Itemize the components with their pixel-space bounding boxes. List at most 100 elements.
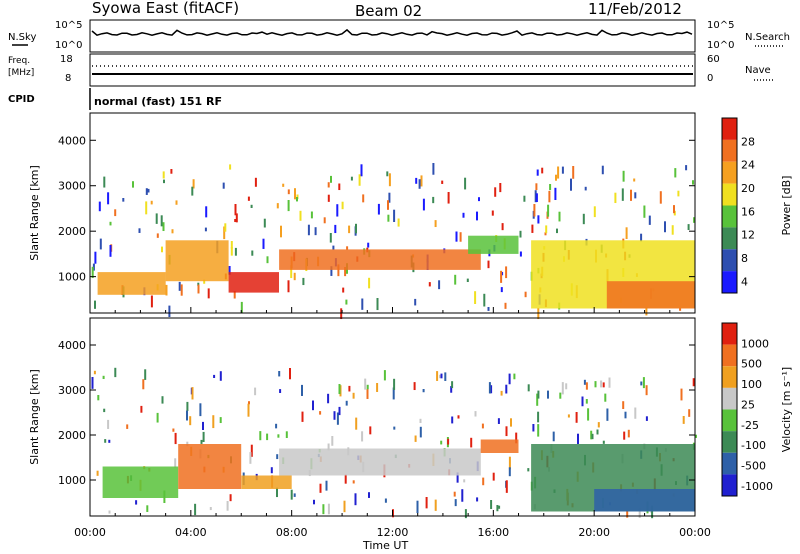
echo-band	[228, 272, 279, 293]
y-tick-label: 2000	[58, 429, 86, 442]
scatter-cell	[186, 441, 189, 447]
scatter-cell	[376, 298, 379, 311]
scatter-cell	[645, 307, 648, 316]
scatter-cell	[587, 408, 590, 421]
scatter-cell	[634, 192, 637, 199]
scatter-cell	[174, 432, 177, 445]
scatter-cell	[314, 227, 317, 236]
scatter-cell	[250, 444, 253, 457]
scatter-cell	[537, 390, 540, 399]
scatter-cell	[487, 260, 490, 269]
scatter-cell	[197, 284, 200, 294]
scatter-cell	[606, 408, 609, 421]
scatter-cell	[537, 411, 540, 423]
scatter-cell	[369, 426, 372, 435]
scatter-cell	[584, 186, 587, 191]
scatter-cell	[515, 432, 518, 444]
scatter-cell	[453, 491, 456, 497]
scatter-cell	[103, 176, 106, 188]
scatter-cell	[104, 439, 107, 443]
scatter-cell	[332, 245, 335, 250]
scatter-cell	[419, 426, 422, 438]
scatter-cell	[219, 417, 222, 424]
echo-band	[165, 240, 229, 282]
scatter-cell	[536, 169, 539, 176]
scatter-cell	[301, 384, 303, 396]
scatter-cell	[219, 371, 222, 381]
scatter-cell	[342, 287, 345, 293]
scatter-cell	[393, 378, 396, 390]
scatter-cell	[161, 246, 163, 253]
x-tick-label: 12:00	[377, 526, 409, 539]
scatter-cell	[226, 501, 229, 511]
scatter-cell	[582, 213, 585, 225]
colorbar-tick-label: 28	[741, 135, 755, 148]
scatter-cell	[457, 415, 460, 419]
scatter-cell	[234, 219, 237, 223]
y-tick-label: 1000	[58, 271, 86, 284]
scatter-cell	[519, 251, 522, 257]
colorbar-segment	[722, 161, 737, 184]
scatter-cell	[545, 225, 548, 234]
scatter-cell	[327, 194, 330, 202]
scatter-cell	[570, 178, 572, 191]
scatter-cell	[327, 393, 330, 404]
x-tick-label: 00:00	[74, 526, 106, 539]
scatter-cell	[230, 247, 233, 256]
scatter-cell	[277, 434, 280, 438]
scatter-cell	[447, 438, 450, 445]
scatter-cell	[387, 214, 390, 222]
colorbar-tick-label: 16	[741, 205, 755, 218]
scatter-cell	[483, 293, 486, 307]
scatter-cell	[362, 194, 365, 203]
scatter-cell	[344, 474, 347, 484]
scatter-cell	[640, 381, 643, 386]
scatter-cell	[230, 241, 233, 249]
scatter-cell	[388, 192, 391, 203]
scatter-cell	[572, 166, 575, 179]
scatter-cell	[323, 217, 326, 224]
n-search-label: N.Search	[745, 32, 790, 43]
scatter-cell	[200, 439, 203, 444]
scatter-cell	[677, 190, 680, 197]
scatter-cell	[240, 301, 243, 314]
scatter-cell	[523, 195, 526, 202]
scatter-cell	[604, 393, 607, 402]
scatter-cell	[155, 213, 158, 224]
scatter-cell	[422, 198, 425, 211]
scatter-cell	[150, 295, 153, 308]
x-tick-label: 00:00	[679, 526, 711, 539]
echo-band	[241, 475, 292, 489]
freq-left-tick-bottom: 8	[65, 73, 71, 84]
echo-band	[480, 439, 519, 453]
scatter-cell	[544, 232, 547, 236]
scatter-cell	[202, 431, 205, 442]
power-colorbar: 28 24 20 16 12 8 4 Power [dB]	[721, 117, 793, 294]
scatter-cell	[93, 370, 96, 375]
x-tick-label: 16:00	[477, 526, 509, 539]
scatter-cell	[487, 307, 490, 311]
scatter-cell	[222, 182, 225, 189]
scatter-cell	[454, 499, 457, 507]
scatter-cell	[354, 493, 357, 506]
scatter-cell	[643, 205, 646, 218]
scatter-cell	[695, 434, 697, 438]
scatter-cell	[307, 224, 310, 236]
scatter-cell	[294, 188, 296, 200]
scatter-cell	[621, 188, 624, 201]
scatter-cell	[355, 223, 357, 234]
scatter-cell	[366, 389, 369, 399]
scatter-cell	[693, 217, 696, 223]
freq-panel: Freq. [MHz] 18 8 60 0 Nave	[8, 53, 775, 87]
scatter-cell	[537, 308, 540, 320]
scatter-cell	[172, 428, 175, 432]
scatter-cell	[213, 374, 216, 379]
scatter-cell	[441, 180, 444, 184]
scatter-cell	[583, 379, 586, 385]
scatter-cell	[541, 167, 544, 174]
scatter-cell	[508, 373, 511, 385]
scatter-cell	[109, 245, 112, 257]
scatter-cell	[464, 177, 467, 190]
scatter-cell	[209, 507, 212, 511]
